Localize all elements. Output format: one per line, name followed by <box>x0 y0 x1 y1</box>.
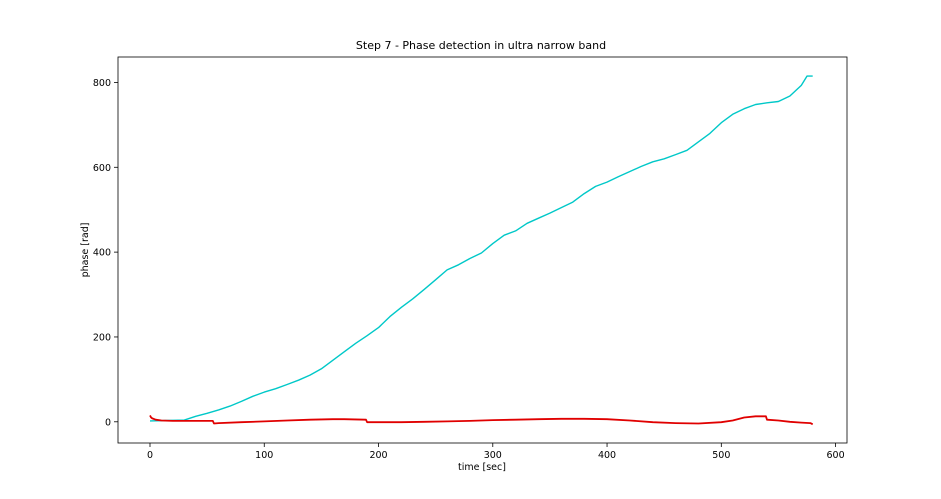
x-axis-label: time [sec] <box>458 462 506 473</box>
series-line-2 <box>149 414 814 426</box>
x-tick-label: 400 <box>598 450 616 461</box>
x-axis: 0 100 200 300 400 500 600 <box>147 443 845 461</box>
y-tick-label: 0 <box>105 417 111 428</box>
y-tick-label: 600 <box>93 163 111 174</box>
chart-title: Step 7 - Phase detection in ultra narrow… <box>356 39 606 52</box>
x-tick-label: 300 <box>484 450 502 461</box>
x-tick-label: 500 <box>712 450 730 461</box>
y-tick-label: 400 <box>93 248 111 259</box>
y-tick-label: 800 <box>93 78 111 89</box>
y-axis: 0 200 400 600 800 <box>93 78 118 428</box>
series-layer <box>149 75 814 426</box>
x-tick-label: 0 <box>147 450 153 461</box>
y-tick-label: 200 <box>93 332 111 343</box>
series-line-1 <box>149 75 813 422</box>
x-tick-label: 200 <box>369 450 387 461</box>
x-tick-label: 100 <box>255 450 273 461</box>
y-axis-label: phase [rad] <box>80 223 91 278</box>
x-tick-label: 600 <box>827 450 845 461</box>
plot-area <box>117 56 848 444</box>
